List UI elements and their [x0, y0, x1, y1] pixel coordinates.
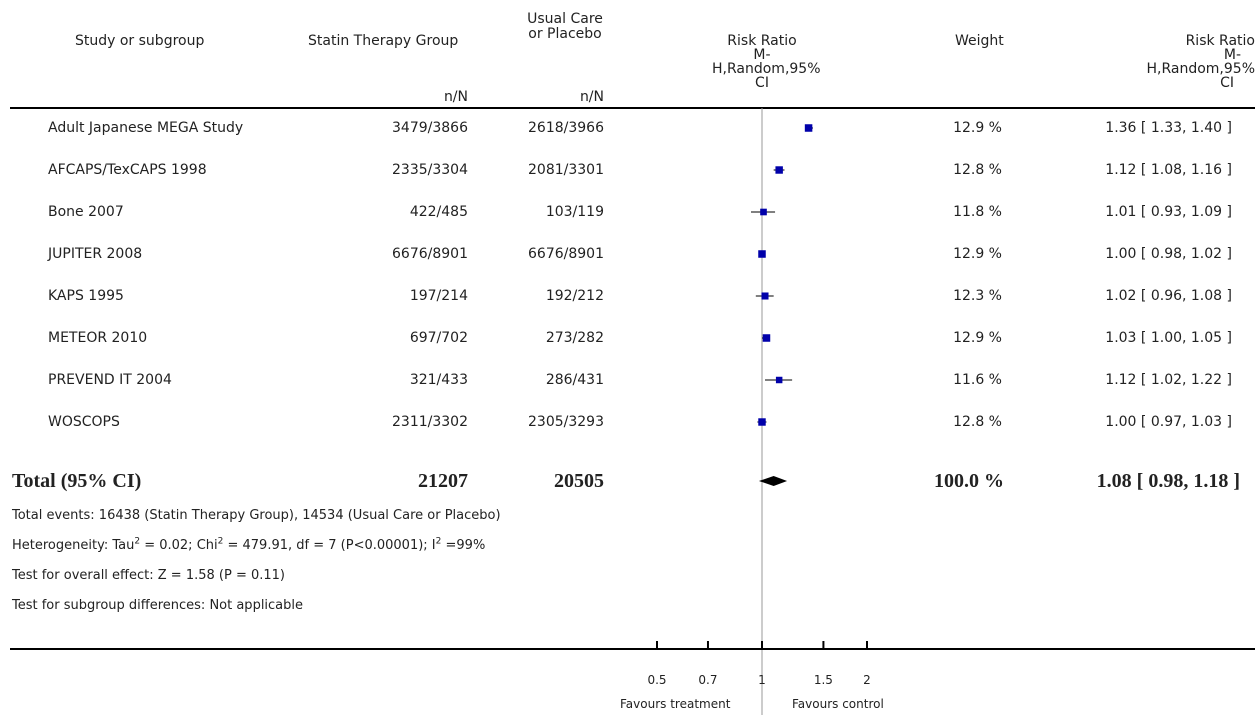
- study-control: 2618/3966: [528, 120, 604, 136]
- header-control-line1: Usual Care: [527, 11, 603, 27]
- study-weight: 12.9 %: [953, 246, 1002, 262]
- favours-treatment-label: Favours treatment: [620, 697, 731, 711]
- study-name: PREVEND IT 2004: [48, 372, 172, 388]
- study-name: METEOR 2010: [48, 330, 148, 346]
- study-ci: 1.00 [ 0.98, 1.02 ]: [1105, 246, 1232, 262]
- study-treatment: 197/214: [409, 288, 468, 304]
- study-name: KAPS 1995: [48, 288, 124, 304]
- study-name: Adult Japanese MEGA Study: [48, 120, 244, 136]
- study-ci: 1.01 [ 0.93, 1.09 ]: [1105, 204, 1232, 220]
- study-treatment: 422/485: [409, 204, 468, 220]
- study-control: 2305/3293: [528, 414, 604, 430]
- header-effect-line2: M-: [1223, 47, 1241, 63]
- study-marker: [775, 166, 783, 174]
- study-name: AFCAPS/TexCAPS 1998: [48, 162, 207, 178]
- study-marker: [760, 208, 767, 216]
- study-marker: [761, 292, 769, 300]
- tick-label: 0.5: [647, 673, 666, 687]
- study-treatment: 6676/8901: [392, 246, 468, 262]
- study-control: 103/119: [545, 204, 604, 220]
- study-control: 6676/8901: [528, 246, 604, 262]
- study-treatment: 697/702: [409, 330, 468, 346]
- header-effect-line1: Risk Ratio: [1185, 33, 1255, 49]
- header-control-line2: or Placebo: [528, 26, 602, 42]
- study-treatment: 2311/3302: [392, 414, 468, 430]
- study-control: 273/282: [545, 330, 604, 346]
- study-name: JUPITER 2008: [48, 246, 143, 262]
- total-ci: 1.08 [ 0.98, 1.18 ]: [1096, 470, 1240, 492]
- header-effect-line3: H,Random,95%: [1146, 61, 1255, 77]
- study-ci: 1.03 [ 1.00, 1.05 ]: [1105, 330, 1232, 346]
- study-marker: [758, 418, 766, 426]
- study-ci: 1.36 [ 1.33, 1.40 ]: [1105, 120, 1232, 136]
- study-marker: [758, 250, 766, 258]
- study-weight: 12.9 %: [953, 120, 1002, 136]
- study-weight: 12.3 %: [953, 288, 1002, 304]
- header-treatment: Statin Therapy Group: [308, 33, 459, 49]
- tick-label: 2: [863, 673, 871, 687]
- header-forest-line2: M-: [753, 47, 771, 63]
- header-treatment-unit: n/N: [443, 89, 468, 105]
- study-weight: 12.9 %: [953, 330, 1002, 346]
- study-weight: 12.8 %: [953, 414, 1002, 430]
- total-label: Total (95% CI): [12, 470, 142, 492]
- study-control: 286/431: [545, 372, 604, 388]
- header-control-unit: n/N: [579, 89, 604, 105]
- header-effect-line4: CI: [1220, 75, 1234, 91]
- study-weight: 12.8 %: [953, 162, 1002, 178]
- favours-control-label: Favours control: [792, 697, 884, 711]
- study-ci: 1.00 [ 0.97, 1.03 ]: [1105, 414, 1232, 430]
- study-marker: [804, 124, 813, 132]
- footnote-events: Total events: 16438 (Statin Therapy Grou…: [12, 508, 501, 523]
- study-ci: 1.12 [ 1.02, 1.22 ]: [1105, 372, 1232, 388]
- study-weight: 11.8 %: [953, 204, 1002, 220]
- study-treatment: 321/433: [409, 372, 468, 388]
- header-forest-line3: H,Random,95%: [712, 61, 821, 77]
- header-forest-line1: Risk Ratio: [727, 33, 797, 49]
- study-treatment: 3479/3866: [392, 120, 468, 136]
- study-ci: 1.12 [ 1.08, 1.16 ]: [1105, 162, 1232, 178]
- header-study: Study or subgroup: [75, 33, 205, 49]
- footnote-heterogeneity: Heterogeneity: Tau2 = 0.02; Chi2 = 479.9…: [12, 536, 486, 553]
- study-control: 192/212: [545, 288, 604, 304]
- total-control: 20505: [554, 470, 604, 492]
- pooled-diamond: [758, 476, 788, 486]
- study-weight: 11.6 %: [953, 372, 1002, 388]
- study-marker: [762, 334, 771, 342]
- total-weight: 100.0 %: [934, 470, 1004, 492]
- study-marker: [775, 376, 783, 384]
- footnote-overall-effect: Test for overall effect: Z = 1.58 (P = 0…: [12, 568, 285, 583]
- study-name: Bone 2007: [48, 204, 124, 220]
- footnote-subgroup: Test for subgroup differences: Not appli…: [12, 598, 304, 613]
- tick-label: 1: [758, 673, 766, 687]
- header-forest-line4: CI: [755, 75, 769, 91]
- total-treatment: 21207: [418, 470, 468, 492]
- study-ci: 1.02 [ 0.96, 1.08 ]: [1105, 288, 1232, 304]
- tick-label: 1.5: [814, 673, 833, 687]
- tick-label: 0.7: [698, 673, 717, 687]
- study-name: WOSCOPS: [48, 414, 120, 430]
- study-treatment: 2335/3304: [392, 162, 468, 178]
- header-weight: Weight: [955, 33, 1004, 49]
- study-control: 2081/3301: [528, 162, 604, 178]
